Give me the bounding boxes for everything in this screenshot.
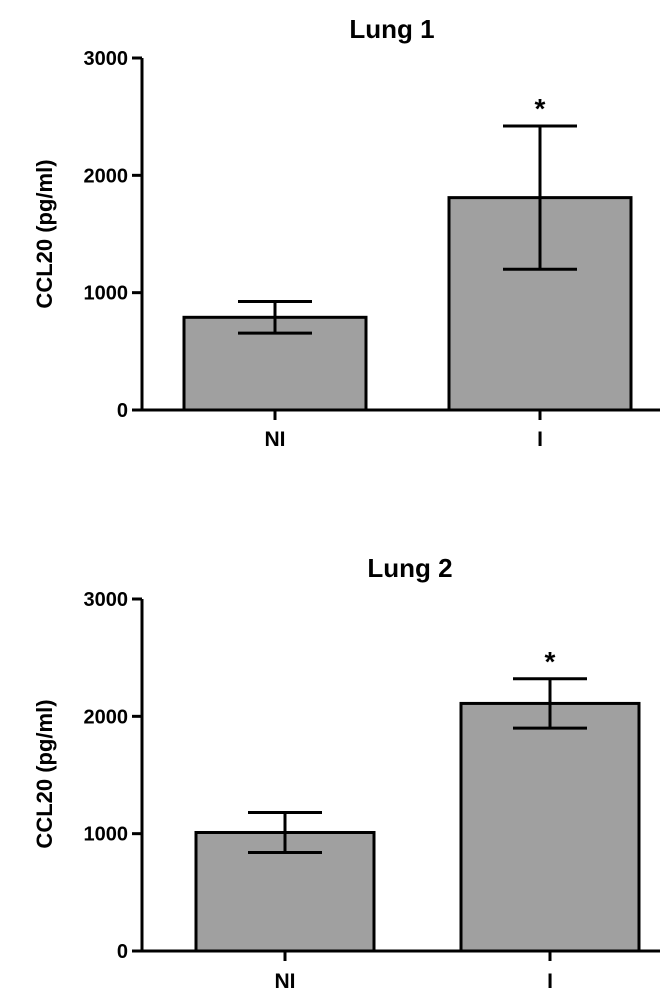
x-category-labels: NI I bbox=[265, 410, 543, 451]
y-tick-label: 3000 bbox=[84, 48, 129, 70]
chart-lung-2: Lung 2 CCL20 (pg/ml) * 0 1000 2000 3000 NI I bbox=[32, 553, 660, 989]
x-category-label: NI bbox=[275, 970, 296, 989]
x-category-label: I bbox=[537, 428, 543, 451]
y-axis-label: CCL20 (pg/ml) bbox=[32, 699, 57, 848]
y-tick-label: 1000 bbox=[84, 283, 129, 305]
bars: * bbox=[182, 93, 633, 412]
chart-title: Lung 1 bbox=[349, 14, 434, 44]
y-axis-label: CCL20 (pg/ml) bbox=[32, 159, 57, 308]
bars: * bbox=[194, 646, 641, 953]
y-tick-label: 3000 bbox=[84, 589, 129, 611]
y-tick-label: 1000 bbox=[84, 824, 129, 846]
y-tick-label: 2000 bbox=[84, 706, 129, 728]
y-tick-label: 0 bbox=[117, 941, 128, 963]
y-ticks: 0 1000 2000 3000 bbox=[84, 48, 142, 422]
significance-marker: * bbox=[535, 93, 546, 124]
x-category-label: NI bbox=[265, 428, 286, 451]
x-category-label: I bbox=[547, 970, 553, 989]
y-tick-label: 2000 bbox=[84, 165, 129, 187]
x-category-labels: NI I bbox=[275, 951, 553, 989]
y-tick-label: 0 bbox=[117, 400, 128, 422]
bar-i bbox=[459, 701, 641, 953]
y-ticks: 0 1000 2000 3000 bbox=[84, 589, 142, 963]
significance-marker: * bbox=[545, 646, 556, 677]
chart-lung-1: Lung 1 CCL20 (pg/ml) * 0 1000 2000 3000 NI I bbox=[32, 14, 660, 451]
chart-title: Lung 2 bbox=[367, 553, 452, 583]
